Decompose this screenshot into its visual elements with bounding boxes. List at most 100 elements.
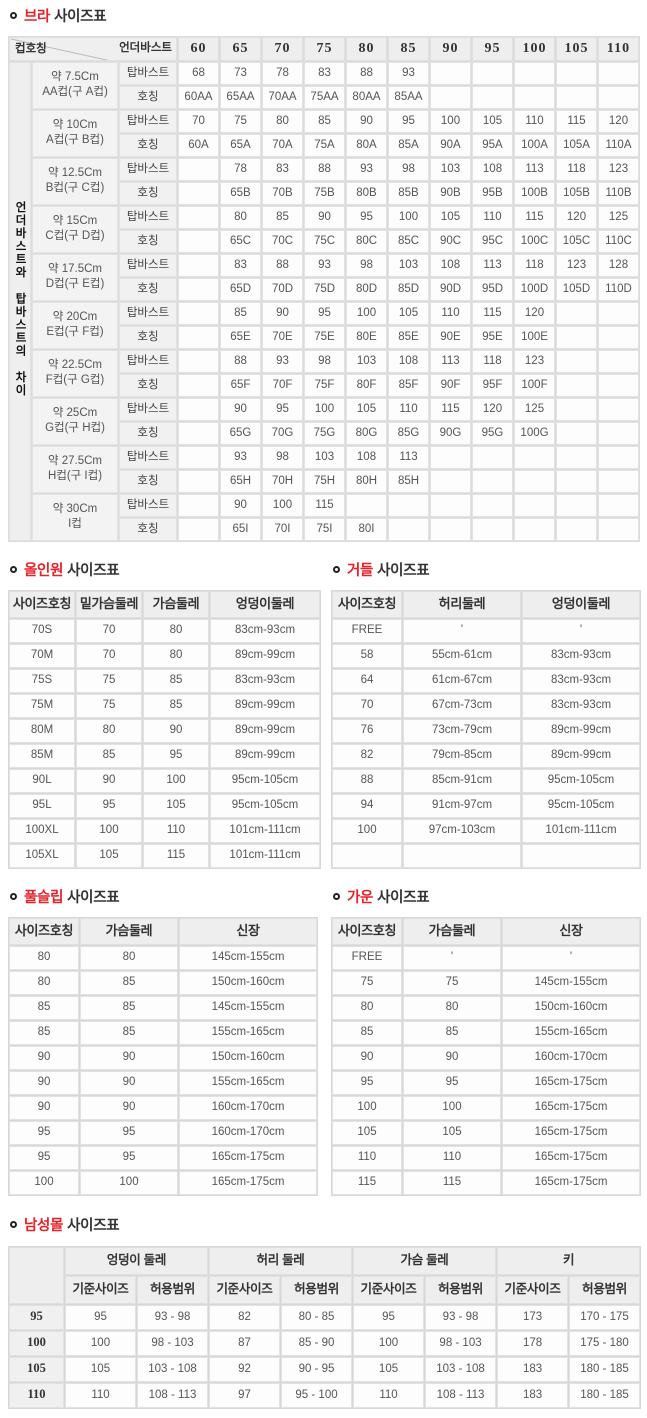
bra-vertical-axis-label: 언더바스트와 탑바스트의 차이 bbox=[9, 61, 31, 541]
bra-rowtype-callname: 호칭 bbox=[119, 421, 177, 445]
girdle-table-body: FREE ' ' 58 55cm-61cm 83cm-93cm 64 61cm-67cm 83c… bbox=[332, 618, 640, 868]
girdle-cell: 88 bbox=[332, 768, 402, 793]
allinone-th-3: 엉덩이둘레 bbox=[210, 590, 320, 618]
bra-callname-cell: 60A bbox=[178, 133, 219, 157]
bra-callname-cell bbox=[388, 517, 429, 541]
bra-col-85: 85 bbox=[388, 37, 429, 61]
allinone-cell: 85 bbox=[143, 693, 209, 718]
bra-cup-label: 약 17.5Cm D컵(구 E컵) bbox=[32, 253, 118, 301]
allinone-cell: 100XL bbox=[9, 818, 75, 843]
gown-cell: 150cm-160cm bbox=[502, 995, 640, 1020]
gown-cell: 160cm-170cm bbox=[502, 1045, 640, 1070]
table-row: 64 61cm-67cm 83cm-93cm bbox=[332, 668, 640, 693]
slip-cell: 90 bbox=[9, 1095, 79, 1120]
bra-callname-cell: 90C bbox=[430, 229, 471, 253]
bullet-icon bbox=[10, 1221, 17, 1228]
men-group-header-row: 엉덩이 둘레 허리 둘레 가슴 둘레 키 bbox=[9, 1246, 641, 1304]
girdle-cell: 82 bbox=[332, 743, 402, 768]
section-suffix-allinone: 사이즈표 bbox=[67, 563, 120, 579]
table-row: 호칭 65I 70I 75I 80I bbox=[9, 517, 639, 541]
men-measure-cell: 90 - 95 bbox=[281, 1356, 353, 1382]
gown-cell: 165cm-175cm bbox=[502, 1070, 640, 1095]
bra-callname-cell bbox=[472, 517, 513, 541]
gown-cell: 110 bbox=[403, 1145, 501, 1170]
bra-callname-cell: 65AA bbox=[220, 85, 261, 109]
table-row: 58 55cm-61cm 83cm-93cm bbox=[332, 643, 640, 668]
bra-cup-label: 약 27.5Cm H컵(구 I컵) bbox=[32, 445, 118, 493]
bra-cup-name: A컵(구 B컵) bbox=[46, 134, 104, 146]
bra-cup-label: 약 20Cm E컵(구 F컵) bbox=[32, 301, 118, 349]
table-row: 85 85 155cm-165cm bbox=[332, 1020, 640, 1045]
bra-topbust-cell bbox=[598, 493, 639, 517]
bra-topbust-cell bbox=[178, 397, 219, 421]
bra-rowtype-callname: 호칭 bbox=[119, 229, 177, 253]
bra-topbust-cell: 93 bbox=[262, 349, 303, 373]
men-measure-cell: 93 - 98 bbox=[425, 1304, 497, 1330]
bra-callname-cell bbox=[556, 517, 597, 541]
men-measure-cell: 173 bbox=[497, 1304, 569, 1330]
table-row: 100 100 165cm-175cm bbox=[332, 1095, 640, 1120]
bullet-icon bbox=[333, 893, 340, 900]
table-row: FREE ' ' bbox=[332, 618, 640, 643]
bra-topbust-cell bbox=[556, 397, 597, 421]
table-row: 90 90 160cm-170cm bbox=[9, 1095, 317, 1120]
allinone-cell: 70S bbox=[9, 618, 75, 643]
slip-cell: 160cm-170cm bbox=[179, 1095, 317, 1120]
bra-topbust-cell: 123 bbox=[598, 157, 639, 181]
table-row: 70M 70 80 89cm-99cm bbox=[9, 643, 320, 668]
slip-cell: 90 bbox=[80, 1095, 178, 1120]
bra-cup-diff: 약 25Cm bbox=[52, 407, 98, 420]
allinone-th-0: 사이즈호칭 bbox=[9, 590, 75, 618]
table-row: 약 22.5Cm F컵(구 G컵) 탑바스트 88 93 98 103 108 113 118 12… bbox=[9, 349, 639, 397]
gown-cell: 105 bbox=[332, 1120, 402, 1145]
bra-callname-cell bbox=[556, 373, 597, 397]
slip-cell: 85 bbox=[9, 1020, 79, 1045]
bra-col-110: 110 bbox=[598, 37, 639, 61]
table-row: 90 90 155cm-165cm bbox=[9, 1070, 317, 1095]
table-row: 호칭 65C 70C 75C 80C 85C 90C 95C 100C 105C 110C bbox=[9, 229, 639, 253]
girdle-cell: ' bbox=[522, 618, 640, 643]
bra-rowtype-topbust: 탑바스트 bbox=[119, 109, 177, 133]
bra-topbust-cell: 125 bbox=[514, 397, 555, 421]
bra-topbust-cell bbox=[346, 493, 387, 517]
bra-callname-cell bbox=[556, 421, 597, 445]
bra-callname-cell bbox=[430, 517, 471, 541]
allinone-header-row: 사이즈호칭 밑가슴둘레 가슴둘레 엉덩이둘레 bbox=[9, 590, 320, 618]
men-measure-cell: 110 bbox=[65, 1382, 136, 1408]
bra-callname-cell: 75E bbox=[304, 325, 345, 349]
slip-cell: 80 bbox=[80, 945, 178, 970]
bra-callname-cell: 95E bbox=[472, 325, 513, 349]
bra-corner-cell: 언더바스트 컵호칭 bbox=[9, 37, 177, 61]
bra-topbust-cell: 115 bbox=[304, 493, 345, 517]
bra-callname-cell bbox=[514, 517, 555, 541]
men-measure-cell: 98 - 103 bbox=[137, 1330, 208, 1356]
girdle-cell: ' bbox=[403, 618, 521, 643]
bra-cup-label: 약 25Cm G컵(구 H컵) bbox=[32, 397, 118, 445]
table-row: 호칭 65B 70B 75B 80B 85B 90B 95B 100B 105B 110B bbox=[9, 181, 639, 205]
gown-cell: 85 bbox=[332, 1020, 402, 1045]
bra-topbust-cell bbox=[430, 445, 471, 469]
col-allinone: 올인원 사이즈표 사이즈호칭 밑가슴둘레 가슴둘레 엉덩이둘레 70S 70 80 8… bbox=[0, 556, 323, 869]
bra-topbust-cell bbox=[430, 61, 471, 85]
bra-callname-cell: 100A bbox=[514, 133, 555, 157]
bra-topbust-cell: 88 bbox=[304, 157, 345, 181]
bra-topbust-cell: 90 bbox=[220, 493, 261, 517]
men-measure-cell: 180 - 185 bbox=[569, 1356, 641, 1382]
allinone-cell: 95L bbox=[9, 793, 75, 818]
bra-cup-diff: 약 12.5Cm bbox=[47, 167, 103, 180]
bra-callname-cell: 85D bbox=[388, 277, 429, 301]
bra-callname-cell: 90F bbox=[430, 373, 471, 397]
allinone-cell: 95cm-105cm bbox=[210, 768, 320, 793]
bra-topbust-cell: 98 bbox=[388, 157, 429, 181]
allinone-cell: 83cm-93cm bbox=[210, 668, 320, 693]
bra-cup-name: B컵(구 C컵) bbox=[45, 182, 105, 194]
table-row: 호칭 60A 65A 70A 75A 80A 85A 90A 95A 100A 105A 110A bbox=[9, 133, 639, 157]
slip-cell: 90 bbox=[80, 1070, 178, 1095]
bra-cup-name: F컵(구 G컵) bbox=[45, 374, 105, 386]
section-suffix-bra: 사이즈표 bbox=[54, 8, 107, 25]
bra-callname-cell: 85C bbox=[388, 229, 429, 253]
section-suffix-girdle: 사이즈표 bbox=[377, 563, 430, 579]
bra-topbust-cell: 118 bbox=[556, 157, 597, 181]
section-title-men: 남성몰 사이즈표 bbox=[0, 1210, 647, 1240]
bra-topbust-cell: 120 bbox=[556, 205, 597, 229]
